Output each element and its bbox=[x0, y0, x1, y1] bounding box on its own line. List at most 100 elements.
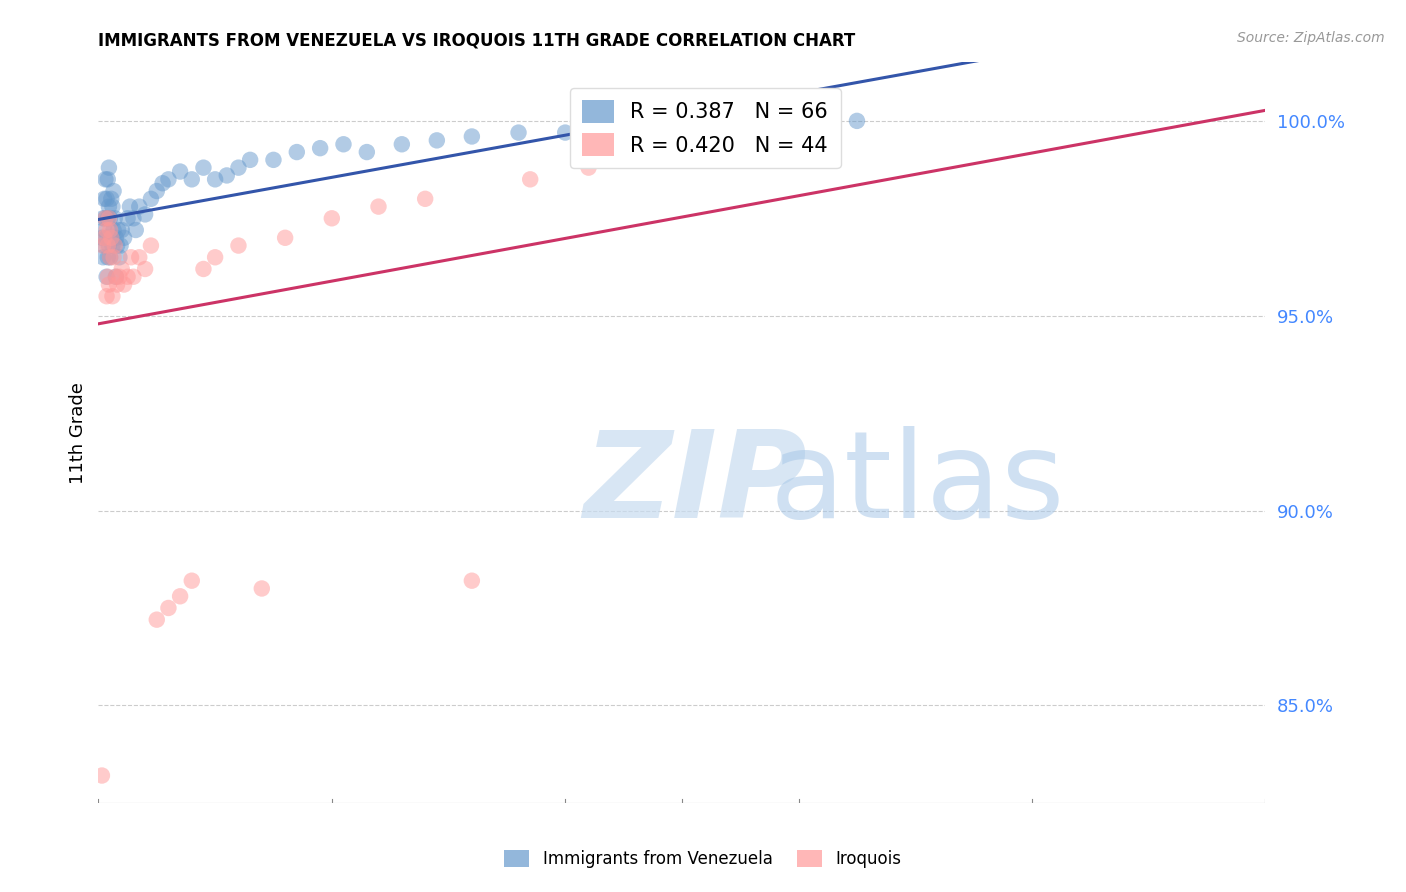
Point bbox=[717, 114, 740, 128]
Point bbox=[228, 161, 250, 175]
Point bbox=[97, 250, 120, 264]
Point bbox=[112, 231, 135, 245]
Point bbox=[285, 145, 308, 159]
Point bbox=[391, 137, 413, 152]
Point bbox=[321, 211, 343, 226]
Point bbox=[98, 250, 121, 264]
Point bbox=[180, 172, 202, 186]
Point bbox=[97, 161, 120, 175]
Point bbox=[101, 289, 124, 303]
Point bbox=[110, 238, 132, 252]
Point bbox=[139, 192, 162, 206]
Point bbox=[98, 211, 121, 226]
Point bbox=[107, 223, 129, 237]
Point bbox=[519, 172, 541, 186]
Point bbox=[97, 238, 120, 252]
Point bbox=[122, 269, 145, 284]
Point bbox=[103, 184, 125, 198]
Point bbox=[309, 141, 332, 155]
Point bbox=[262, 153, 284, 167]
Point bbox=[426, 133, 449, 147]
Point bbox=[105, 238, 128, 252]
Point bbox=[94, 211, 117, 226]
Point bbox=[134, 207, 156, 221]
Point bbox=[97, 200, 120, 214]
Point bbox=[250, 582, 273, 596]
Point bbox=[104, 269, 127, 284]
Point bbox=[120, 250, 142, 264]
Point bbox=[90, 768, 112, 782]
Point bbox=[647, 153, 669, 167]
Point bbox=[93, 192, 115, 206]
Point bbox=[91, 211, 114, 226]
Point bbox=[169, 164, 191, 178]
Y-axis label: 11th Grade: 11th Grade bbox=[69, 382, 87, 483]
Point bbox=[97, 172, 120, 186]
Point bbox=[91, 238, 114, 252]
Point bbox=[97, 211, 120, 226]
Point bbox=[787, 118, 810, 132]
Point bbox=[100, 192, 122, 206]
Point bbox=[118, 200, 141, 214]
Point bbox=[103, 250, 125, 264]
Point bbox=[93, 223, 115, 237]
Point bbox=[96, 289, 118, 303]
Point bbox=[111, 223, 134, 237]
Point bbox=[461, 129, 484, 144]
Point bbox=[332, 137, 354, 152]
Point bbox=[101, 200, 124, 214]
Point bbox=[846, 114, 869, 128]
Point bbox=[139, 238, 162, 252]
Text: Source: ZipAtlas.com: Source: ZipAtlas.com bbox=[1237, 31, 1385, 45]
Point bbox=[96, 231, 118, 245]
Point bbox=[100, 231, 122, 245]
Point bbox=[108, 250, 131, 264]
Point bbox=[554, 126, 576, 140]
Point bbox=[96, 192, 118, 206]
Point bbox=[117, 211, 139, 226]
Point bbox=[90, 231, 112, 245]
Point bbox=[128, 250, 150, 264]
Point bbox=[413, 192, 436, 206]
Point bbox=[97, 238, 120, 252]
Point bbox=[228, 238, 250, 252]
Text: atlas: atlas bbox=[769, 426, 1066, 543]
Point bbox=[96, 223, 118, 237]
Point bbox=[98, 250, 121, 264]
Point bbox=[134, 262, 156, 277]
Point bbox=[97, 277, 120, 292]
Point bbox=[93, 238, 115, 252]
Point bbox=[169, 589, 191, 603]
Point bbox=[104, 231, 127, 245]
Point bbox=[104, 238, 127, 252]
Point bbox=[204, 250, 226, 264]
Point bbox=[613, 121, 636, 136]
Point bbox=[274, 231, 297, 245]
Point bbox=[101, 238, 124, 252]
Point bbox=[180, 574, 202, 588]
Point bbox=[128, 200, 150, 214]
Point bbox=[157, 172, 180, 186]
Point bbox=[193, 262, 215, 277]
Point bbox=[356, 145, 378, 159]
Point bbox=[157, 601, 180, 615]
Point bbox=[730, 118, 752, 132]
Point bbox=[239, 153, 262, 167]
Point bbox=[671, 121, 693, 136]
Point bbox=[367, 200, 389, 214]
Point bbox=[204, 172, 226, 186]
Point bbox=[97, 211, 120, 226]
Point bbox=[508, 126, 530, 140]
Point bbox=[215, 169, 238, 183]
Legend: Immigrants from Venezuela, Iroquois: Immigrants from Venezuela, Iroquois bbox=[498, 843, 908, 875]
Point bbox=[94, 211, 117, 226]
Text: IMMIGRANTS FROM VENEZUELA VS IROQUOIS 11TH GRADE CORRELATION CHART: IMMIGRANTS FROM VENEZUELA VS IROQUOIS 11… bbox=[98, 32, 856, 50]
Point bbox=[105, 277, 128, 292]
Point bbox=[93, 231, 115, 245]
Point bbox=[98, 223, 121, 237]
Point bbox=[97, 269, 120, 284]
Point bbox=[111, 262, 134, 277]
Point bbox=[103, 223, 125, 237]
Legend: R = 0.387   N = 66, R = 0.420   N = 44: R = 0.387 N = 66, R = 0.420 N = 44 bbox=[569, 87, 841, 169]
Point bbox=[104, 211, 127, 226]
